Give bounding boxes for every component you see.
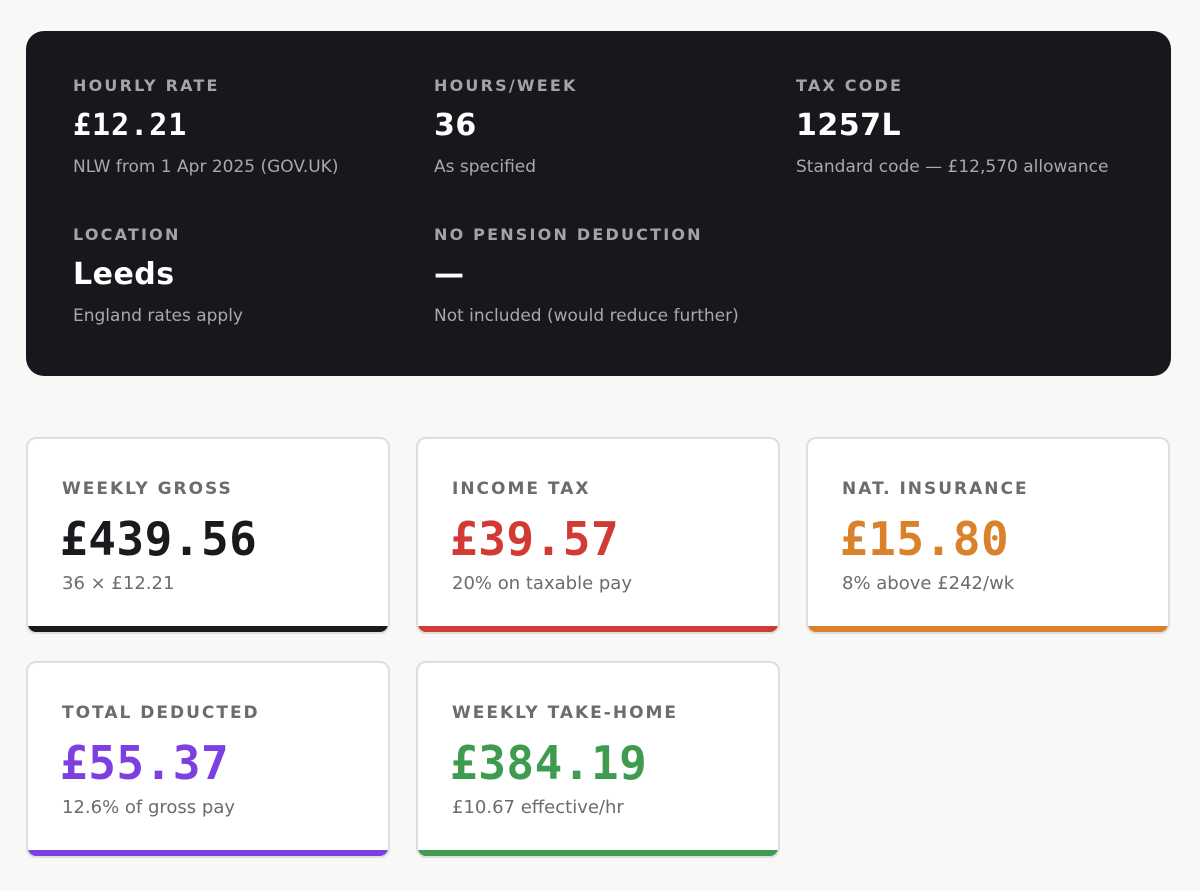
hourly-rate-label: HOURLY RATE	[73, 76, 220, 95]
income-tax-value: £39.57	[450, 512, 620, 566]
tax-code-note: Standard code — £12,570 allowance	[796, 157, 1109, 177]
income-tax-accent-bar	[418, 626, 778, 632]
card-nat-insurance: NAT. INSURANCE £15.80 8% above £242/wk	[806, 437, 1170, 634]
field-hourly-rate: HOURLY RATE £12.21 NLW from 1 Apr 2025 (…	[73, 76, 413, 178]
hours-week-note: As specified	[434, 157, 537, 177]
nat-insurance-note: 8% above £242/wk	[842, 573, 1015, 594]
take-home-label: WEEKLY TAKE-HOME	[452, 703, 679, 723]
take-home-accent-bar	[418, 850, 778, 856]
field-hours-week: HOURS/WEEK 36 As specified	[434, 76, 774, 178]
card-take-home: WEEKLY TAKE-HOME £384.19 £10.67 effectiv…	[416, 661, 780, 858]
location-value: Leeds	[73, 257, 175, 292]
total-deducted-label: TOTAL DEDUCTED	[62, 703, 260, 723]
field-pension: NO PENSION DEDUCTION — Not included (wou…	[434, 225, 794, 327]
pension-value: —	[434, 257, 465, 292]
take-home-value: £384.19	[450, 736, 648, 790]
weekly-gross-label: WEEKLY GROSS	[62, 479, 233, 499]
hourly-rate-value: £12.21	[73, 108, 188, 143]
nat-insurance-label: NAT. INSURANCE	[842, 479, 1029, 499]
card-total-deducted: TOTAL DEDUCTED £55.37 12.6% of gross pay	[26, 661, 390, 858]
location-note: England rates apply	[73, 306, 243, 326]
tax-code-value: 1257L	[796, 108, 902, 143]
pension-note: Not included (would reduce further)	[434, 306, 739, 326]
hours-week-label: HOURS/WEEK	[434, 76, 578, 95]
hourly-rate-note: NLW from 1 Apr 2025 (GOV.UK)	[73, 157, 339, 177]
field-tax-code: TAX CODE 1257L Standard code — £12,570 a…	[796, 76, 1156, 178]
nat-insurance-accent-bar	[808, 626, 1168, 632]
pension-label: NO PENSION DEDUCTION	[434, 225, 703, 244]
total-deducted-value: £55.37	[60, 736, 230, 790]
hours-week-value: 36	[434, 108, 477, 143]
weekly-gross-accent-bar	[28, 626, 388, 632]
take-home-note: £10.67 effective/hr	[452, 797, 624, 818]
weekly-gross-note: 36 × £12.21	[62, 573, 175, 594]
nat-insurance-value: £15.80	[840, 512, 1010, 566]
inputs-panel: HOURLY RATE £12.21 NLW from 1 Apr 2025 (…	[26, 31, 1171, 376]
total-deducted-note: 12.6% of gross pay	[62, 797, 236, 818]
income-tax-label: INCOME TAX	[452, 479, 591, 499]
card-weekly-gross: WEEKLY GROSS £439.56 36 × £12.21	[26, 437, 390, 634]
card-income-tax: INCOME TAX £39.57 20% on taxable pay	[416, 437, 780, 634]
weekly-gross-value: £439.56	[60, 512, 258, 566]
field-location: LOCATION Leeds England rates apply	[73, 225, 413, 327]
income-tax-note: 20% on taxable pay	[452, 573, 632, 594]
location-label: LOCATION	[73, 225, 181, 244]
total-deducted-accent-bar	[28, 850, 388, 856]
tax-code-label: TAX CODE	[796, 76, 904, 95]
